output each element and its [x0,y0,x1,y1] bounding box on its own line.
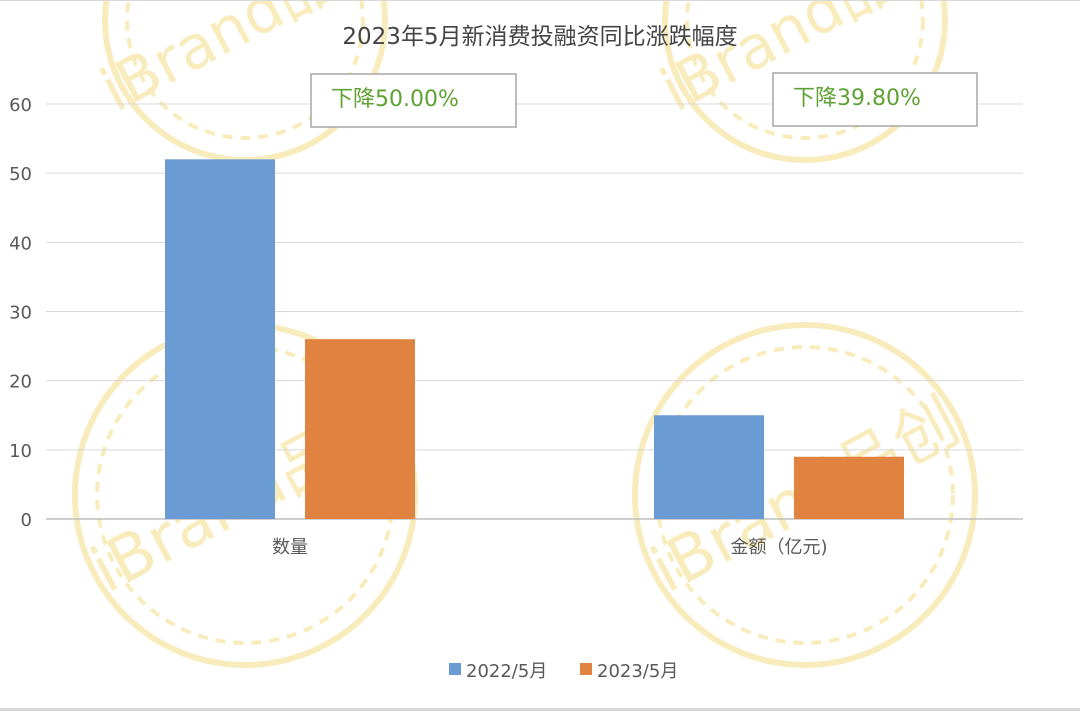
y-axis-ticks: 0 10 20 30 40 50 60 [9,95,32,531]
legend-item: 2023/5月 [580,661,678,682]
legend-swatch [580,663,592,675]
annotations-layer: 下降50.00% 下降39.80% [310,72,978,128]
y-tick-label: 0 [21,510,32,531]
annotation-border [310,73,517,128]
legend: 2022/5月 2023/5月 [449,661,678,682]
legend-label: 2023/5月 [597,661,678,682]
watermark-ring-inner [655,345,955,645]
watermark-ring-inner [685,0,925,140]
bars-layer [165,159,904,520]
frame-bottom-border [0,708,1080,711]
annotation-box: 下降50.00% [310,73,517,128]
bar-2022-amount [654,415,764,519]
y-tick-label: 40 [9,233,32,254]
legend-label: 2022/5月 [466,661,547,682]
chart-title: 2023年5月新消费投融资同比涨跌幅度 [342,24,737,50]
x-category-label: 金额（亿元) [730,537,827,558]
legend-item: 2022/5月 [449,661,547,682]
y-tick-label: 50 [9,164,32,185]
watermark-ring-inner [125,0,365,140]
annotation-border [772,72,978,127]
bar-2023-amount [794,456,904,519]
legend-swatch [449,663,461,675]
frame-top-border [0,0,1080,1]
y-tick-label: 20 [9,372,32,393]
watermark-ring [662,0,948,163]
annotation-box: 下降39.80% [772,72,978,127]
bar-2023-count [305,339,415,519]
x-category-label: 数量 [272,537,308,558]
y-tick-label: 60 [9,95,32,116]
watermark-ring [632,322,978,668]
bar-2022-count [165,159,275,520]
y-tick-label: 10 [9,441,32,462]
annotation-text: 下降39.80% [793,86,921,111]
y-tick-label: 30 [9,303,32,324]
x-axis-labels: 数量 金额（亿元) [272,537,828,558]
annotation-text: 下降50.00% [331,87,459,112]
